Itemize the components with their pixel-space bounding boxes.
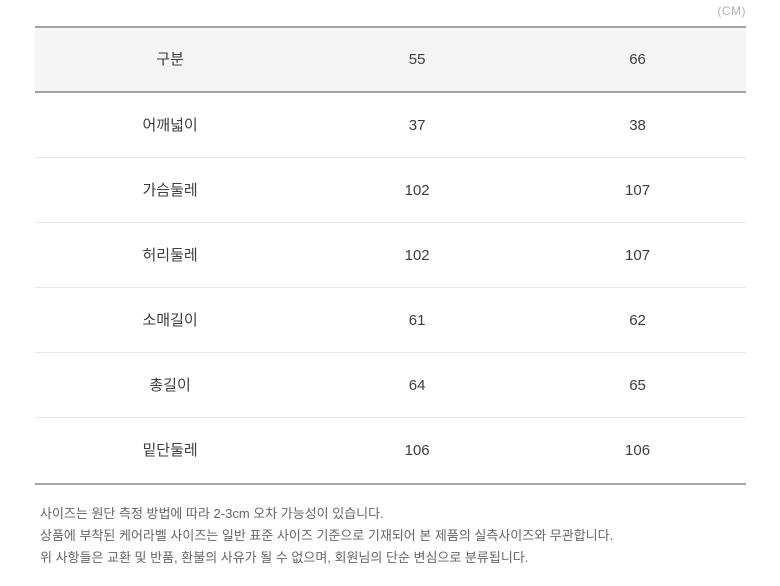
size-table: 구분 55 66 어깨넓이 37 38 가슴둘레 102 107 허리둘레 10… (35, 26, 746, 485)
table-row-sleeve-length: 소매길이 61 62 (35, 288, 746, 353)
row-value-66: 107 (625, 181, 651, 199)
size-notes: 사이즈는 원단 측정 방법에 따라 2-3cm 오차 가능성이 있습니다. 상품… (40, 503, 613, 569)
row-value-66: 65 (629, 376, 646, 394)
table-header-row: 구분 55 66 (35, 28, 746, 93)
table-row-waist: 허리둘레 102 107 (35, 223, 746, 288)
row-value-55: 102 (404, 181, 430, 199)
row-value-66: 62 (629, 311, 646, 329)
size-note-line: 사이즈는 원단 측정 방법에 따라 2-3cm 오차 가능성이 있습니다. (40, 506, 384, 521)
unit-label: (CM) (717, 4, 746, 18)
header-category: 구분 (156, 51, 184, 68)
header-size-66: 66 (629, 51, 646, 68)
row-value-55: 61 (408, 311, 426, 329)
row-value-55: 102 (404, 246, 430, 264)
row-label: 소매길이 (142, 311, 198, 329)
size-note-line: 위 사항들은 교환 및 반품, 환불의 사유가 될 수 없으며, 회원님의 단순… (40, 550, 529, 565)
row-value-55: 64 (408, 376, 426, 394)
row-label: 총길이 (149, 376, 191, 394)
table-row-hem: 밑단둘레 106 106 (35, 418, 746, 483)
table-row-chest: 가슴둘레 102 107 (35, 158, 746, 223)
row-value-66: 106 (625, 442, 651, 459)
table-row-shoulder-width: 어깨넓이 37 38 (35, 93, 746, 158)
row-label: 가슴둘레 (142, 181, 198, 199)
row-label: 허리둘레 (142, 246, 198, 264)
row-value-66: 107 (625, 246, 651, 264)
row-value-66: 38 (629, 116, 646, 134)
header-size-55: 55 (408, 51, 426, 68)
row-value-55: 37 (408, 116, 426, 134)
table-row-total-length: 총길이 64 65 (35, 353, 746, 418)
row-value-55: 106 (404, 442, 430, 459)
row-label: 어깨넓이 (142, 116, 198, 134)
size-note-line: 상품에 부착된 케어라벨 사이즈는 일반 표준 사이즈 기준으로 기재되어 본 … (40, 528, 614, 543)
row-label: 밑단둘레 (142, 442, 198, 459)
